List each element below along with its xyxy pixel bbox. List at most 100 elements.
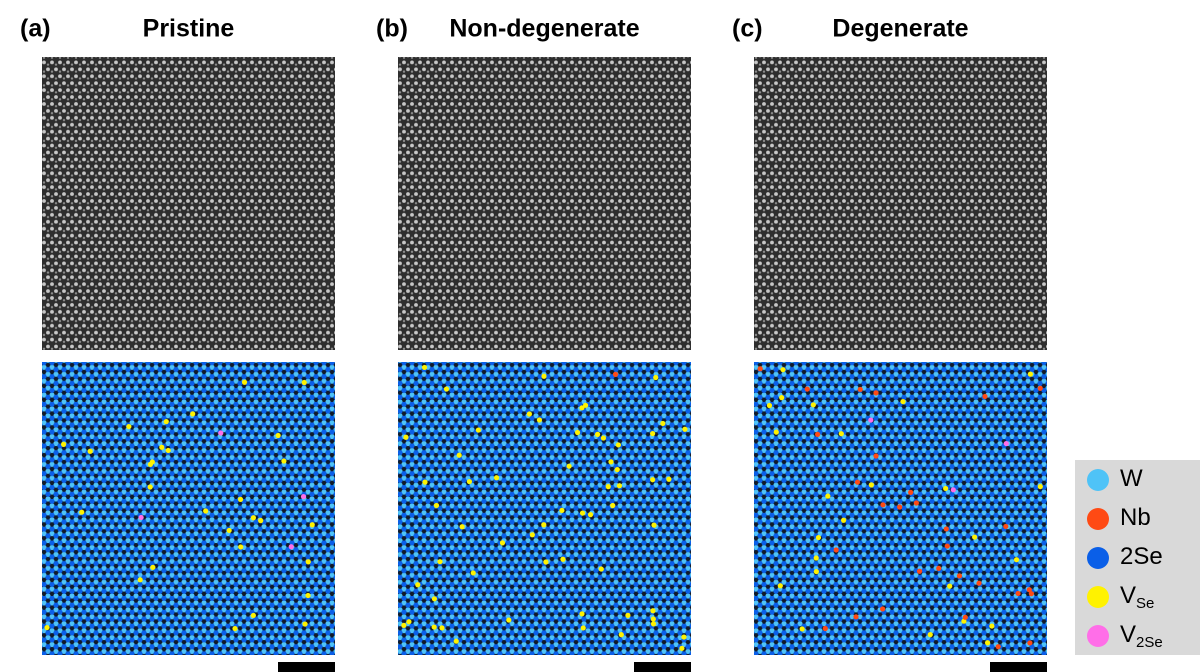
defect	[305, 592, 311, 599]
legend-label: 2Se	[1120, 543, 1163, 570]
legend-marker	[1087, 625, 1109, 647]
defect	[44, 624, 50, 631]
defect	[288, 544, 294, 550]
defect	[616, 483, 623, 489]
defect	[250, 515, 257, 521]
defect	[250, 612, 256, 619]
defect	[437, 559, 443, 565]
defect	[936, 565, 942, 571]
defect	[838, 431, 844, 437]
defect	[822, 625, 828, 632]
legend-label: VSe	[1120, 582, 1154, 612]
panel-label: (b)	[376, 15, 408, 43]
legend-label: Nb	[1120, 504, 1151, 531]
defect	[815, 534, 822, 541]
defect	[574, 429, 581, 436]
scale-bar	[634, 662, 691, 672]
scale-bar	[278, 662, 335, 672]
defect	[159, 444, 165, 450]
defect	[618, 632, 624, 638]
defect	[653, 374, 659, 381]
defect	[984, 640, 991, 646]
defect	[587, 512, 594, 518]
defect	[799, 626, 805, 632]
panel-label: (a)	[20, 15, 51, 43]
defect	[880, 606, 886, 612]
legend-main: 2Se	[1120, 543, 1163, 570]
legend-main: W	[1120, 465, 1143, 492]
defect	[982, 393, 988, 400]
defect	[300, 493, 307, 500]
defect	[610, 502, 616, 509]
defect	[773, 429, 779, 435]
defect	[815, 431, 821, 438]
defect	[614, 466, 620, 473]
defect	[950, 487, 956, 493]
legend-label: V2Se	[1120, 621, 1163, 651]
defect	[857, 386, 863, 393]
defect	[612, 371, 619, 377]
defect	[625, 612, 631, 618]
defect	[443, 386, 450, 392]
legend-marker	[1087, 547, 1109, 569]
defect	[1037, 483, 1043, 490]
defect	[150, 564, 156, 570]
defect	[559, 507, 565, 514]
defect	[605, 484, 611, 490]
defect	[1027, 371, 1033, 377]
defect	[541, 522, 547, 528]
defect	[873, 390, 879, 396]
legend-main: V	[1120, 582, 1136, 609]
defect	[897, 504, 903, 510]
defect	[682, 426, 688, 432]
defect	[916, 568, 923, 574]
defect	[580, 625, 586, 631]
defect	[1003, 440, 1009, 447]
defect	[506, 617, 512, 623]
defect	[666, 476, 672, 482]
defect	[526, 411, 533, 417]
defect	[566, 463, 572, 469]
defect	[582, 402, 589, 408]
defect	[1026, 587, 1032, 593]
defect	[927, 632, 933, 638]
defect	[608, 459, 614, 465]
defect	[1013, 557, 1020, 563]
defect	[873, 453, 879, 459]
panel-title: Degenerate	[832, 15, 968, 43]
defect	[579, 405, 585, 411]
defect	[415, 582, 421, 588]
defect	[433, 502, 440, 509]
legend-marker	[1087, 508, 1109, 530]
defect	[780, 367, 786, 373]
defect	[466, 478, 473, 485]
defect	[147, 461, 154, 467]
legend-main: Nb	[1120, 504, 1151, 531]
defect	[137, 577, 143, 583]
defect	[679, 645, 685, 651]
defect	[258, 518, 264, 524]
defect	[660, 420, 666, 427]
panel-label: (c)	[732, 15, 763, 43]
defect	[165, 447, 171, 454]
defect	[650, 621, 657, 627]
defect	[972, 534, 978, 540]
defect	[976, 580, 982, 586]
defect	[536, 417, 543, 423]
defect	[403, 434, 409, 440]
defect	[401, 622, 407, 628]
defect	[813, 568, 819, 575]
stem-image	[398, 57, 691, 350]
defect	[1028, 591, 1034, 597]
defect	[995, 644, 1001, 650]
defect	[854, 479, 861, 485]
defect	[305, 559, 311, 565]
defect	[529, 532, 535, 538]
defect	[87, 448, 93, 454]
defect	[650, 430, 656, 437]
defect	[579, 510, 586, 516]
defect	[493, 475, 500, 481]
defect	[456, 452, 462, 458]
defect	[453, 638, 459, 644]
defect	[275, 432, 281, 439]
